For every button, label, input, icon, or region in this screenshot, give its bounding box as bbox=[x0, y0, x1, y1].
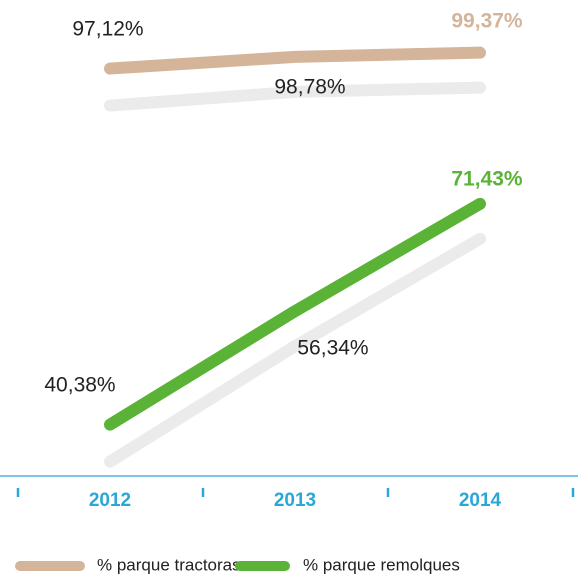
value-label: 97,12% bbox=[72, 18, 143, 41]
x-tick-label: 2014 bbox=[459, 490, 502, 511]
value-label: 40,38% bbox=[44, 374, 115, 397]
value-label: 56,34% bbox=[297, 337, 368, 360]
series-line bbox=[104, 197, 486, 431]
series-line bbox=[104, 46, 486, 75]
x-tick-label: 2013 bbox=[274, 490, 316, 511]
value-label: 71,43% bbox=[451, 168, 523, 191]
shadow-line bbox=[104, 232, 486, 468]
legend-label: % parque remolques bbox=[303, 555, 460, 574]
x-tick-label: 2012 bbox=[89, 490, 131, 511]
legend-label: % parque tractoras bbox=[97, 555, 241, 574]
value-label: 98,78% bbox=[274, 76, 345, 99]
value-label: 99,37% bbox=[451, 10, 523, 33]
shadow-line bbox=[104, 81, 486, 112]
